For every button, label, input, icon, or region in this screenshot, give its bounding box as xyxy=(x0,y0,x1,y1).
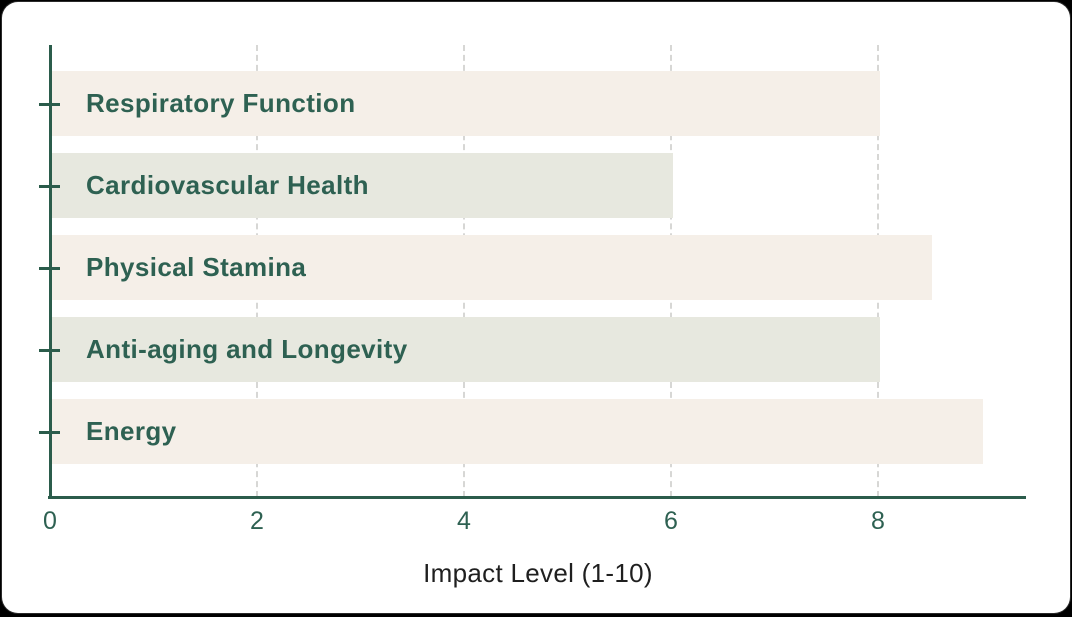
y-axis-tick xyxy=(39,348,60,352)
y-axis-tick xyxy=(39,102,60,106)
bar-anti-aging-and-longevity: Anti-aging and Longevity xyxy=(52,317,880,382)
bar-respiratory-function: Respiratory Function xyxy=(52,71,880,136)
bar-energy: Energy xyxy=(52,399,984,464)
bar-label: Anti-aging and Longevity xyxy=(86,334,408,364)
x-axis-line xyxy=(48,496,1026,499)
x-axis-title: Impact Level (1-10) xyxy=(423,558,653,588)
x-tick-label: 4 xyxy=(457,507,471,535)
bar-cardiovascular-health: Cardiovascular Health xyxy=(52,153,673,218)
bar-label: Respiratory Function xyxy=(86,88,356,118)
bar-label: Physical Stamina xyxy=(86,252,307,282)
x-tick-label: 2 xyxy=(250,507,264,535)
x-tick-label: 8 xyxy=(871,507,885,535)
x-tick-label: 6 xyxy=(664,507,678,535)
y-axis-line xyxy=(49,45,52,499)
y-axis-tick xyxy=(39,430,60,434)
bar-label: Energy xyxy=(86,416,177,446)
bar-label: Cardiovascular Health xyxy=(86,170,369,200)
y-axis-tick xyxy=(39,184,60,188)
bar-physical-stamina: Physical Stamina xyxy=(52,235,932,300)
y-axis-tick xyxy=(39,266,60,270)
x-tick-label: 0 xyxy=(43,507,57,535)
